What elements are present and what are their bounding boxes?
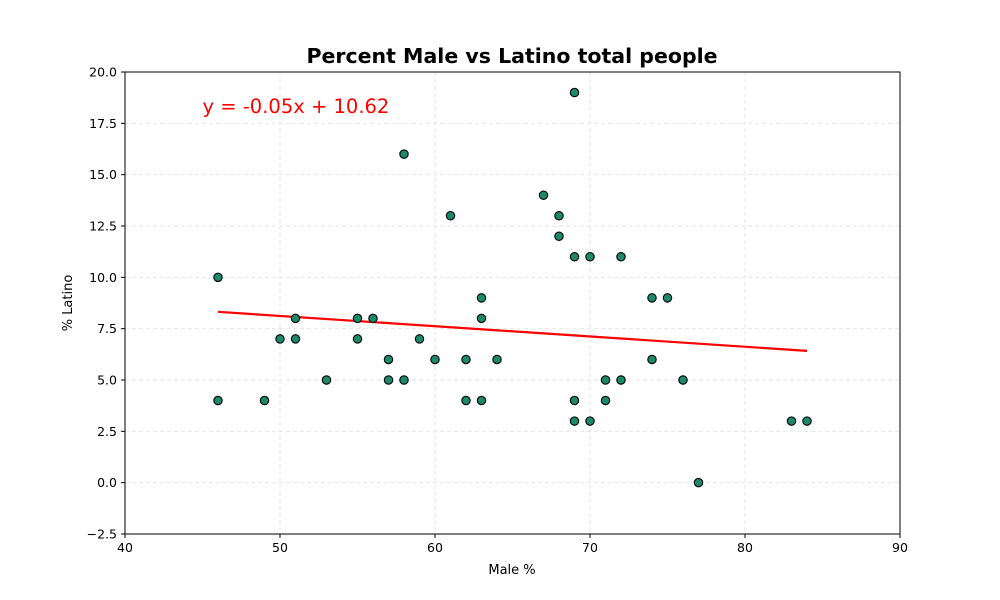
data-point: [600, 375, 611, 385]
data-point: [492, 354, 502, 365]
data-point: [647, 354, 657, 365]
data-point: [430, 354, 440, 365]
y-tick-label: 17.5: [89, 116, 117, 131]
regression-line: [217, 310, 808, 352]
data-point: [569, 252, 580, 262]
data-point: [290, 313, 301, 324]
data-point: [383, 354, 394, 365]
data-point: [585, 416, 595, 426]
data-point: [352, 313, 363, 324]
x-tick-label: 90: [892, 540, 908, 555]
data-point: [290, 334, 301, 344]
data-point: [399, 375, 409, 385]
data-point: [616, 375, 626, 385]
y-tick-label: 7.5: [97, 321, 117, 336]
y-axis-label: % Latino: [61, 275, 76, 332]
data-point: [461, 354, 471, 365]
data-point: [647, 293, 657, 303]
data-point: [802, 416, 812, 426]
data-point: [569, 416, 580, 426]
y-tick-label: 0.0: [97, 475, 117, 490]
data-point: [693, 477, 704, 488]
y-tick-label: −2.5: [87, 527, 117, 542]
data-point: [414, 334, 425, 344]
data-point: [213, 395, 223, 406]
y-axis-ticks: −2.5 0.0 2.5 5.0 7.5 10.0 12.5 15.0 17.5 20.0: [87, 65, 125, 542]
y-tick-label: 2.5: [97, 424, 117, 439]
data-points: [213, 87, 812, 488]
grid: [124, 71, 901, 535]
data-point: [259, 395, 270, 406]
data-point: [399, 149, 409, 159]
data-point: [554, 231, 564, 242]
y-tick-label: 10.0: [89, 270, 117, 285]
x-axis-ticks: 40 50 60 70 80 90: [117, 534, 908, 555]
data-point: [213, 272, 223, 283]
data-point: [600, 395, 611, 406]
regression-equation-label: y = -0.05x + 10.62: [203, 95, 390, 118]
data-point: [275, 334, 285, 344]
chart-title: Percent Male vs Latino total people: [306, 44, 717, 68]
x-tick-label: 50: [272, 540, 288, 555]
data-point: [476, 293, 487, 303]
x-tick-label: 60: [427, 540, 443, 555]
data-point: [569, 395, 580, 406]
x-axis-label: Male %: [488, 563, 535, 578]
x-tick-label: 40: [117, 540, 133, 555]
y-tick-label: 5.0: [97, 373, 117, 388]
data-point: [461, 395, 471, 406]
data-point: [616, 252, 626, 262]
data-point: [368, 313, 378, 324]
data-point: [554, 210, 564, 221]
data-point: [678, 375, 688, 385]
data-point: [476, 395, 487, 406]
x-tick-label: 80: [737, 540, 753, 555]
data-point: [321, 375, 332, 385]
y-tick-label: 15.0: [89, 167, 117, 182]
data-point: [569, 87, 580, 98]
data-point: [383, 375, 394, 385]
data-point: [786, 416, 797, 426]
data-point: [662, 293, 673, 303]
regression-line-group: [217, 310, 808, 352]
x-tick-label: 70: [582, 540, 598, 555]
y-tick-label: 12.5: [89, 219, 117, 234]
y-tick-label: 20.0: [89, 65, 117, 80]
data-point: [445, 210, 456, 221]
data-point: [476, 313, 487, 324]
data-point: [538, 190, 549, 200]
plot-area-frame: [124, 71, 901, 535]
data-point: [585, 252, 595, 262]
data-point: [352, 334, 363, 344]
